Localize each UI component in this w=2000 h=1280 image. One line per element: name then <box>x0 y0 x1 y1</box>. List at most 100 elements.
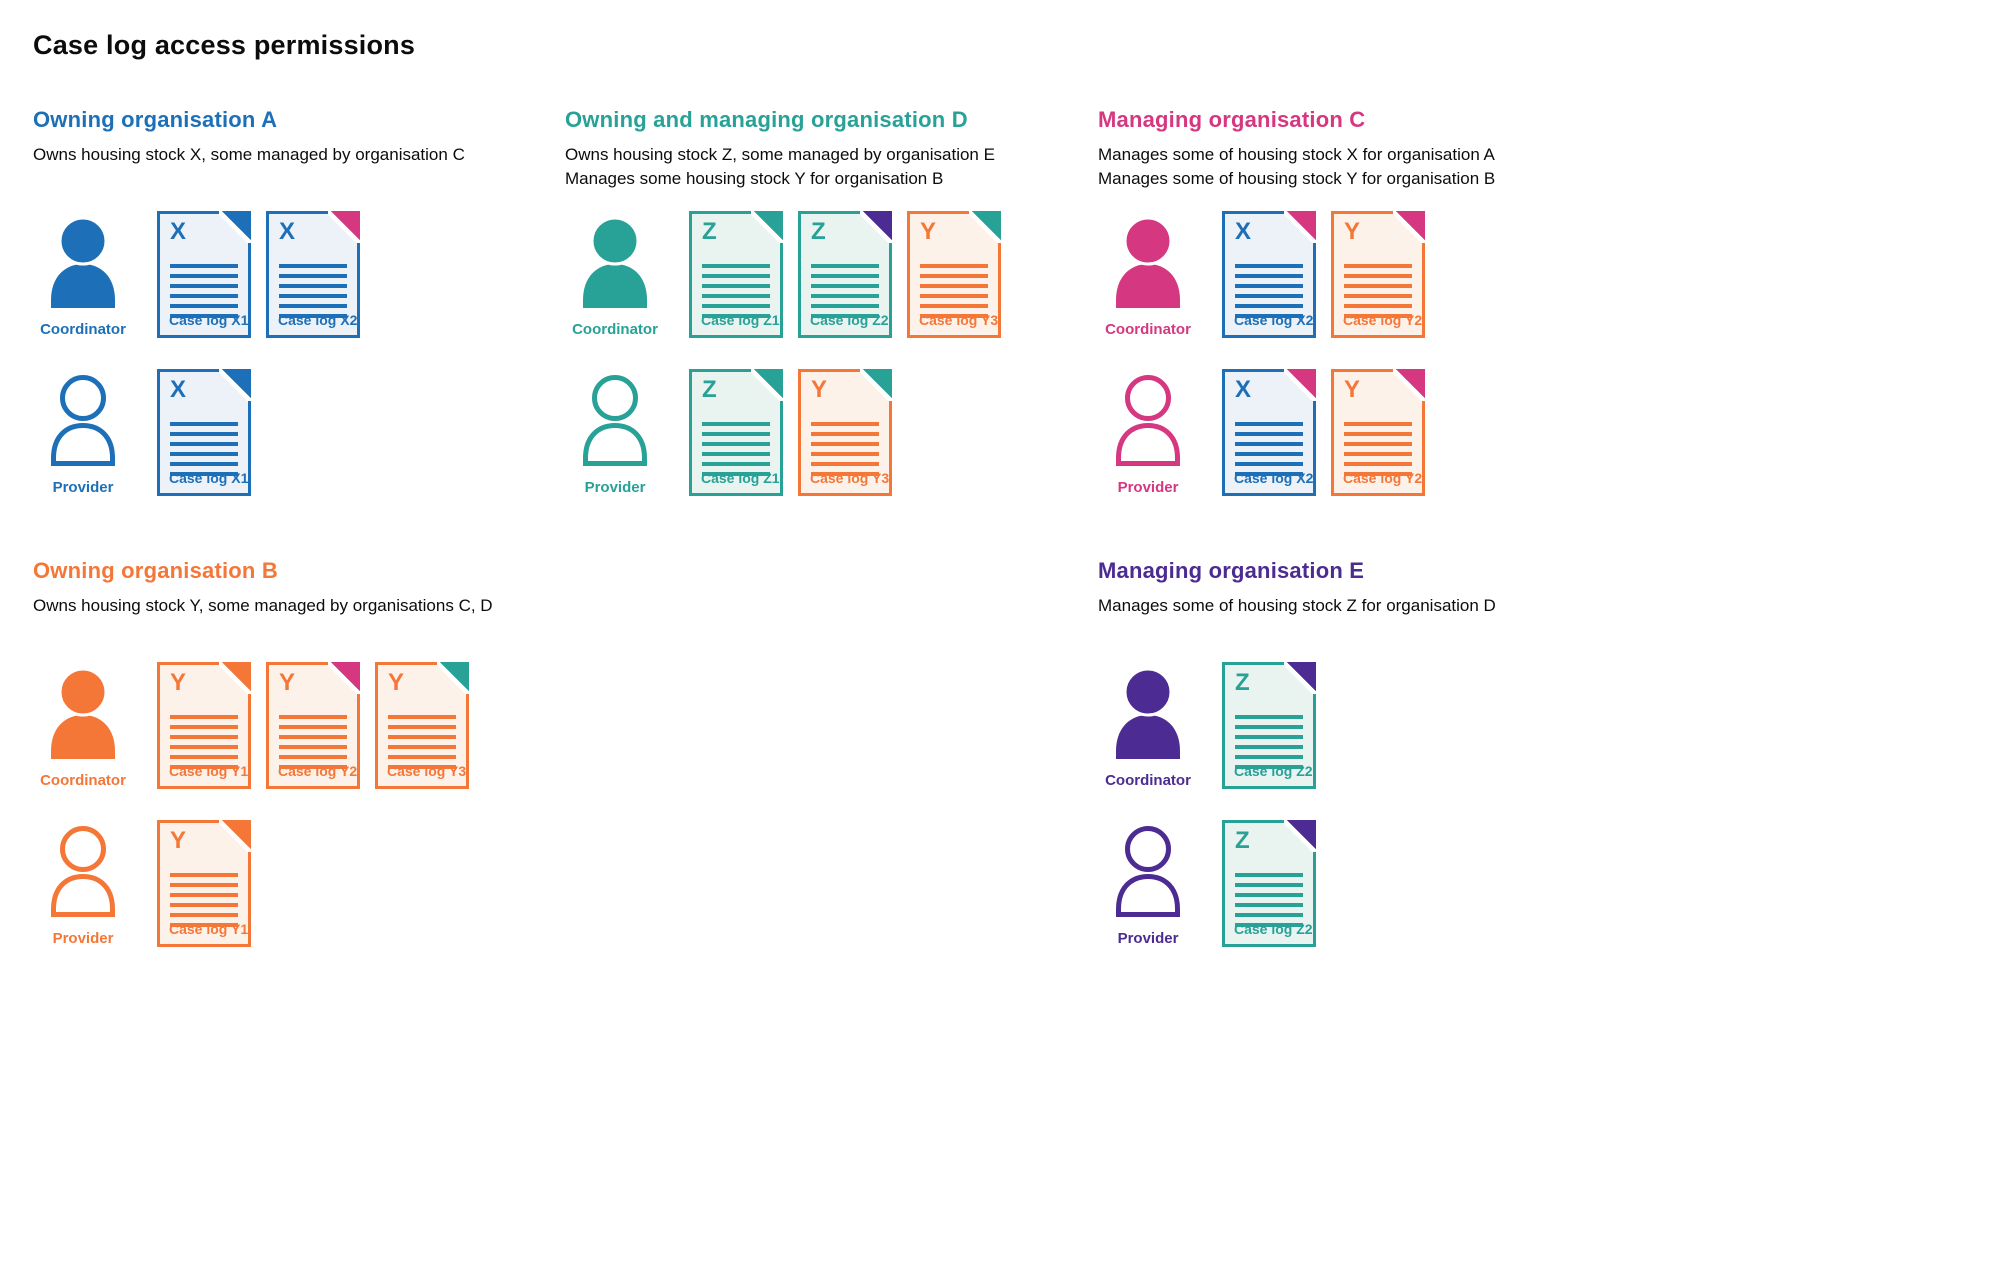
provider-person: Provider <box>1098 825 1198 947</box>
case-log-docs: Y Case log Y1 Y Case log Y2 Y Case log Y3 <box>157 662 469 789</box>
document-text-line <box>1235 913 1303 917</box>
case-log-document: X Case log X2 <box>1222 369 1316 496</box>
document-text-line <box>170 432 238 436</box>
person-role-label: Coordinator <box>40 321 126 338</box>
section-heading: Managing organisation C <box>1098 107 1366 132</box>
folded-corner-icon <box>1284 662 1316 694</box>
document-text-line <box>279 715 347 719</box>
folded-corner-icon <box>860 369 892 401</box>
document-text-line <box>279 314 347 318</box>
document-text-line <box>811 314 879 318</box>
case-log-docs: Z Case log Z1 Y Case log Y3 <box>689 369 892 496</box>
section-description: Owns housing stock Y, some managed by or… <box>33 594 565 646</box>
person-outline-icon <box>581 374 649 471</box>
stock-letter: X <box>1235 376 1252 403</box>
document-text-line <box>920 284 988 288</box>
document-text-line <box>811 284 879 288</box>
document-text-line <box>1235 462 1303 466</box>
case-log-docs: X Case log X2 Y Case log Y2 <box>1222 211 1425 338</box>
provider-person: Provider <box>33 825 133 947</box>
document-text-line <box>811 304 879 308</box>
document-text-lines <box>170 873 238 927</box>
document-text-line <box>1235 873 1303 877</box>
document-text-line <box>811 264 879 268</box>
stock-letter: Y <box>170 827 187 854</box>
stock-letter: Z <box>1235 827 1250 854</box>
case-log-docs: X Case log X1 X Case log X2 <box>157 211 360 338</box>
case-log-document: Z Case log Z2 <box>798 211 892 338</box>
document-text-line <box>1344 452 1412 456</box>
document-text-line <box>920 314 988 318</box>
document-text-line <box>1344 422 1412 426</box>
document-text-line <box>170 284 238 288</box>
document-text-line <box>1235 294 1303 298</box>
folded-corner-icon <box>1284 211 1316 243</box>
section-managing-organisation-c: Managing organisation C Manages some of h… <box>1098 107 1970 496</box>
person-role-label: Coordinator <box>572 321 658 338</box>
section-heading: Owning organisation B <box>33 558 278 583</box>
coordinator-person: Coordinator <box>565 216 665 338</box>
person-filled-icon <box>51 216 115 308</box>
document-text-line <box>811 472 879 476</box>
case-log-label: Case log Z2 <box>1234 763 1313 779</box>
folded-corner-icon <box>751 369 783 401</box>
provider-row: Provider Y Case log Y1 <box>33 820 565 947</box>
case-log-label: Case log X2 <box>1234 470 1314 486</box>
document-text-line <box>170 745 238 749</box>
document-text-line <box>811 432 879 436</box>
section-heading: Managing organisation E <box>1098 558 1365 583</box>
section-heading: Owning and managing organisation D <box>565 107 968 132</box>
document-text-line <box>702 314 770 318</box>
section-description-line: Manages some of housing stock Z for orga… <box>1098 596 1496 615</box>
document-text-line <box>279 765 347 769</box>
document-text-line <box>1344 284 1412 288</box>
document-text-line <box>170 274 238 278</box>
person-filled-icon <box>1114 216 1182 313</box>
case-log-label: Case log Z2 <box>810 312 889 328</box>
document-text-lines <box>388 715 456 769</box>
document-text-line <box>702 432 770 436</box>
section-description-line: Manages some of housing stock Y for orga… <box>1098 169 1496 188</box>
document-text-lines <box>170 422 238 476</box>
document-text-lines <box>279 715 347 769</box>
document-text-line <box>388 735 456 739</box>
stock-letter: Y <box>388 669 405 696</box>
case-log-document: Y Case log Y3 <box>798 369 892 496</box>
person-filled-icon <box>1116 667 1180 759</box>
document-text-line <box>702 294 770 298</box>
document-text-line <box>170 903 238 907</box>
person-outline-icon <box>49 825 117 922</box>
section-owning-organisation-a: Owning organisation A Owns housing stock … <box>33 107 565 496</box>
document-text-line <box>1344 314 1412 318</box>
case-log-document: X Case log X1 <box>157 211 251 338</box>
page: Case log access permissions Owning organ… <box>33 30 1970 947</box>
provider-row: Provider X Case log X1 <box>33 369 565 496</box>
case-log-document: Z Case log Z2 <box>1222 662 1316 789</box>
stock-letter: X <box>170 218 187 245</box>
folded-corner-icon <box>328 211 360 243</box>
stock-letter: Z <box>702 218 717 245</box>
document-text-line <box>702 304 770 308</box>
person-filled-icon <box>581 216 649 313</box>
document-text-line <box>702 422 770 426</box>
section-owning-organisation-b: Owning organisation B Owns housing stock … <box>33 558 565 947</box>
case-log-label: Case log Y2 <box>1343 312 1423 328</box>
document-text-line <box>1235 264 1303 268</box>
person-role-label: Provider <box>1117 479 1179 496</box>
case-log-document: Z Case log Z2 <box>1222 820 1316 947</box>
document-text-line <box>1235 745 1303 749</box>
provider-person: Provider <box>565 374 665 496</box>
document-text-line <box>811 452 879 456</box>
case-log-docs: X Case log X2 Y Case log Y2 <box>1222 369 1425 496</box>
case-log-docs: Y Case log Y1 <box>157 820 251 947</box>
document-text-line <box>279 284 347 288</box>
document-text-line <box>1235 715 1303 719</box>
document-text-lines <box>1235 264 1303 318</box>
folded-corner-icon <box>860 211 892 243</box>
person-filled-icon <box>1114 667 1182 764</box>
case-log-document: Y Case log Y2 <box>266 662 360 789</box>
document-text-line <box>702 442 770 446</box>
person-role-label: Coordinator <box>40 772 126 789</box>
folded-corner-icon <box>969 211 1001 243</box>
folded-corner-icon <box>1284 820 1316 852</box>
